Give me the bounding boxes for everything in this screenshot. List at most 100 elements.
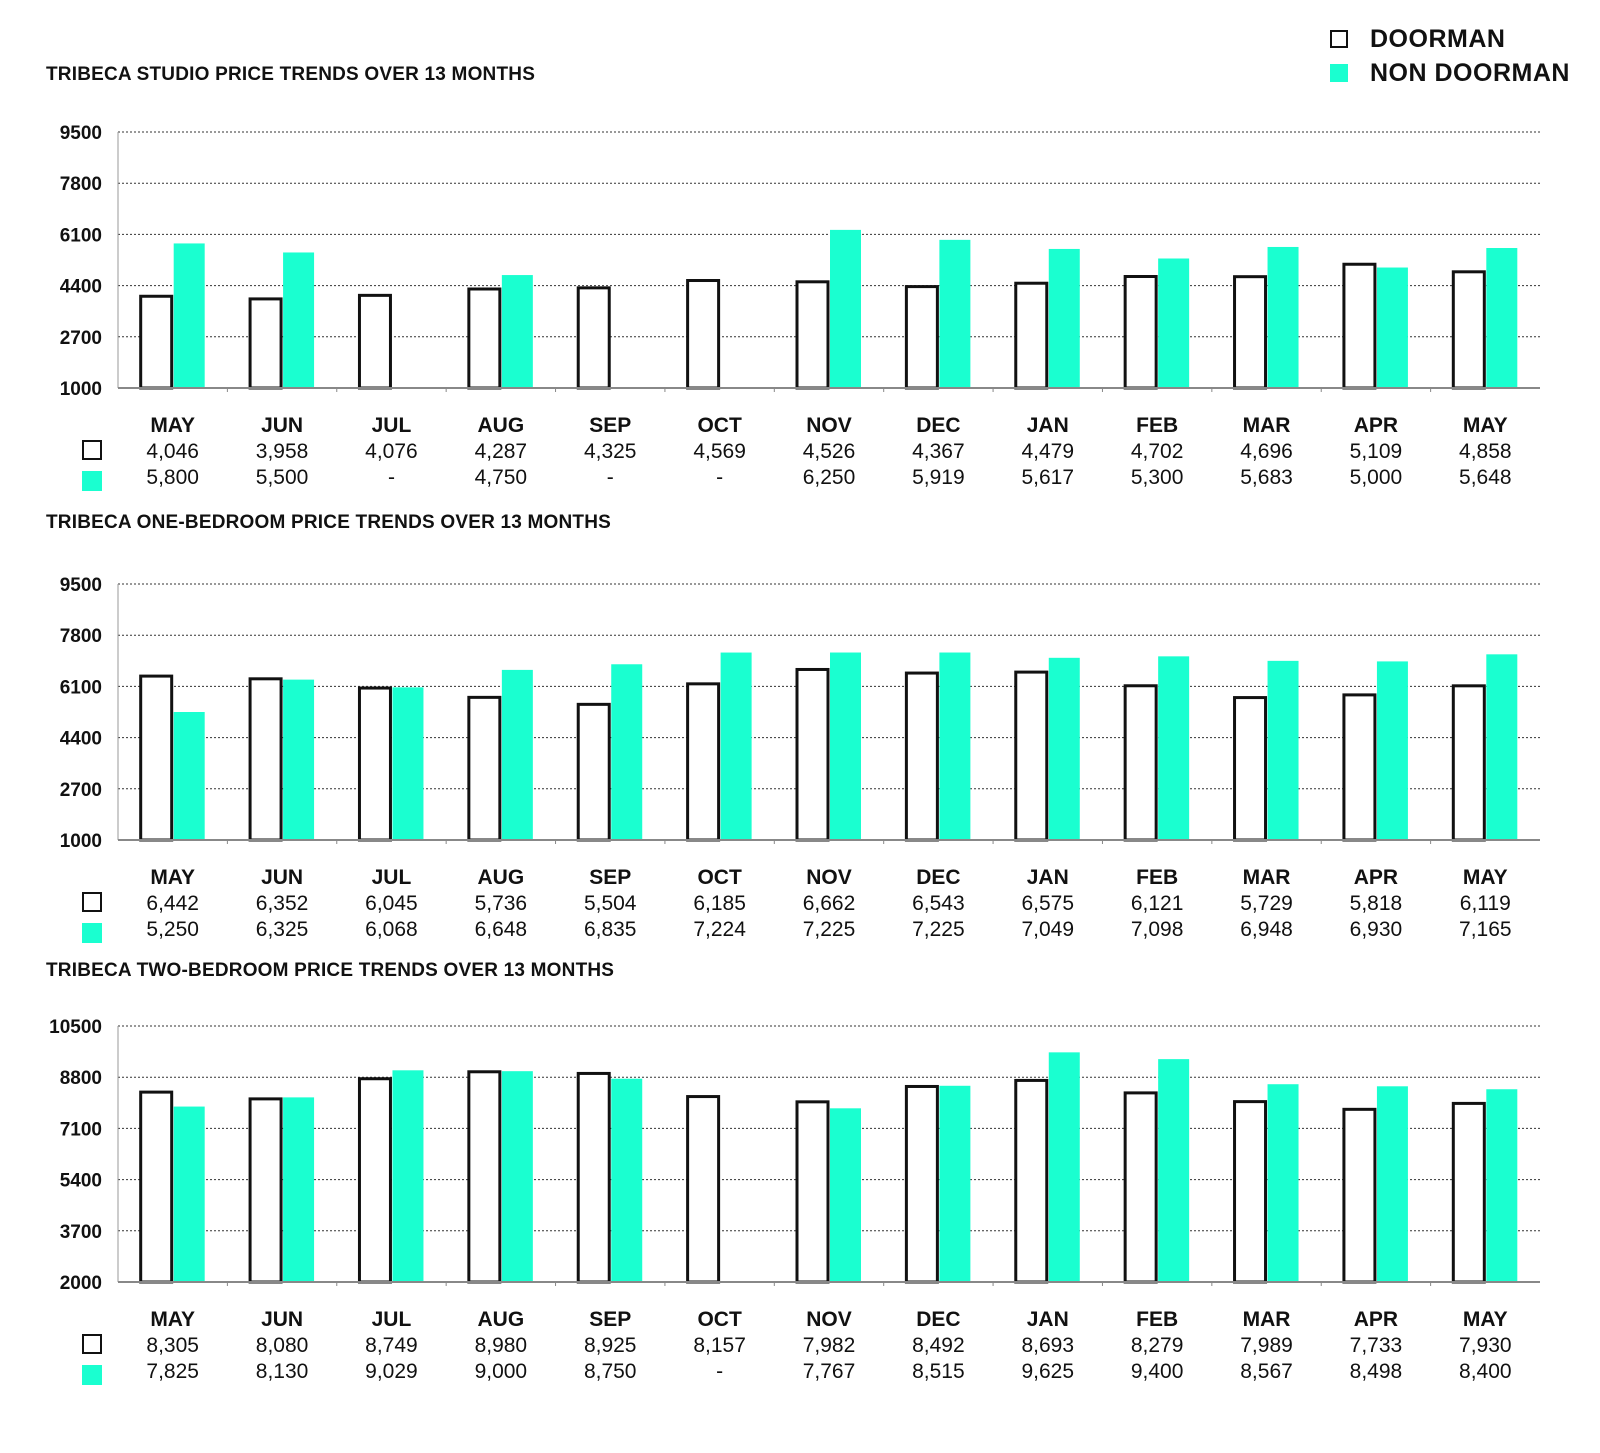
y-tick-label: 1000 [60,831,102,852]
month-label: APR [1354,1308,1398,1331]
non-doorman-value-label: 9,625 [1021,1360,1074,1383]
non-doorman-value-label: 8,400 [1459,1360,1512,1383]
month-label: DEC [916,866,960,889]
month-label: NOV [806,1308,852,1331]
doorman-bar [1233,696,1268,842]
doorman-bar [467,695,502,842]
month-label: FEB [1136,414,1178,437]
doorman-bar [1014,670,1049,842]
month-label: SEP [589,414,631,437]
non-doorman-value-label: 6,648 [475,918,528,941]
doorman-value-label: 7,733 [1350,1334,1403,1357]
doorman-value-label: 6,121 [1131,892,1184,915]
non-doorman-value-label: 8,750 [584,1360,637,1383]
non-doorman-bar [1267,246,1299,388]
doorman-row-icon [82,1334,102,1354]
non-doorman-bar [939,239,971,388]
non-doorman-bar [1376,1086,1408,1282]
doorman-value-label: 4,367 [912,440,965,463]
month-label: OCT [697,414,742,437]
month-label: JUL [372,866,412,889]
doorman-bar [1123,684,1158,842]
non-doorman-bar [830,652,861,840]
month-label: MAY [1463,414,1508,437]
non-doorman-value-label: 8,498 [1350,1360,1403,1383]
doorman-bar [139,674,174,842]
non-doorman-value-label: 5,800 [146,466,199,489]
non-doorman-value-label: - [388,466,395,489]
non-doorman-bar [501,669,533,840]
doorman-bar [1342,1107,1377,1284]
non-doorman-value-label: 7,225 [912,918,965,941]
doorman-value-label: 6,119 [1460,892,1511,915]
non-doorman-value-label: 7,225 [803,918,856,941]
non-doorman-value-label: 5,500 [256,466,309,489]
non-doorman-bar [939,1085,971,1282]
two-bedroom-price-chart: 2000 3700 5400 7100 8800 10500 MAY 8,305 7,825 JU… [49,1017,1540,1385]
month-label: JUL [372,1308,412,1331]
legend-item-doorman: DOORMAN [1330,22,1570,56]
non-doorman-value-label: 6,948 [1240,918,1293,941]
non-doorman-value-label: 8,130 [256,1360,309,1383]
non-doorman-bar [1376,661,1408,840]
doorman-value-label: 8,157 [693,1334,746,1357]
doorman-bar [904,671,939,842]
month-label: MAY [150,1308,195,1331]
month-label: AUG [478,414,525,437]
non-doorman-row-icon [82,923,102,943]
non-doorman-value-label: 7,224 [693,918,746,941]
doorman-value-label: 5,818 [1350,892,1403,915]
non-doorman-value-label: 6,325 [256,918,309,941]
doorman-value-label: 8,080 [256,1334,309,1357]
doorman-bar [1451,270,1486,390]
month-label: SEP [589,1308,631,1331]
non-doorman-bar [501,1071,533,1282]
month-label: FEB [1136,866,1178,889]
non-doorman-value-label: 5,683 [1240,466,1293,489]
doorman-bar [1451,684,1486,842]
doorman-row-icon [82,440,102,460]
non-doorman-bar [939,652,971,840]
chart-title-studio: TRIBECA STUDIO PRICE TRENDS OVER 13 MONT… [46,64,536,85]
month-label: DEC [916,414,960,437]
non-doorman-bar [283,252,315,388]
doorman-value-label: 4,046 [146,440,199,463]
doorman-bar [1342,693,1377,842]
non-doorman-value-label: 7,767 [803,1360,856,1383]
doorman-bar [576,1071,611,1284]
doorman-bar [1123,1091,1158,1284]
non-doorman-value-label: 5,000 [1350,466,1403,489]
doorman-bar [1014,1078,1049,1284]
studio-price-chart: 1000 2700 4400 6100 7800 9500 MAY 4,046 5,800 JUN… [60,123,1540,491]
month-label: OCT [697,1308,742,1331]
legend-label-non-doorman: NON DOORMAN [1370,58,1570,87]
non-doorman-bar [392,1070,424,1282]
doorman-bar [1233,1100,1268,1284]
month-label: MAY [1463,866,1508,889]
doorman-value-label: 7,982 [803,1334,856,1357]
y-tick-label: 9500 [60,575,102,596]
doorman-bar [576,286,611,390]
y-tick-label: 3700 [60,1222,102,1243]
month-label: APR [1354,414,1398,437]
non-doorman-value-label: 5,300 [1131,466,1184,489]
legend-item-non-doorman: NON DOORMAN [1330,56,1570,90]
doorman-value-label: 4,858 [1459,440,1512,463]
y-tick-label: 9500 [60,123,102,144]
month-label: SEP [589,866,631,889]
month-label: AUG [478,1308,525,1331]
non-doorman-value-label: 9,029 [365,1360,418,1383]
month-label: MAY [1463,1308,1508,1331]
non-doorman-value-label: 5,250 [146,918,199,941]
y-tick-label: 7100 [60,1119,102,1140]
y-tick-label: 8800 [60,1068,102,1089]
non-doorman-bar [830,229,861,388]
non-doorman-value-label: - [716,466,723,489]
doorman-value-label: 3,958 [256,440,309,463]
doorman-bar [1233,275,1268,390]
month-label: JAN [1027,414,1069,437]
non-doorman-value-label: 6,835 [584,918,637,941]
doorman-bar [467,287,502,390]
doorman-value-label: 8,749 [365,1334,418,1357]
non-doorman-bar [1158,1059,1190,1282]
